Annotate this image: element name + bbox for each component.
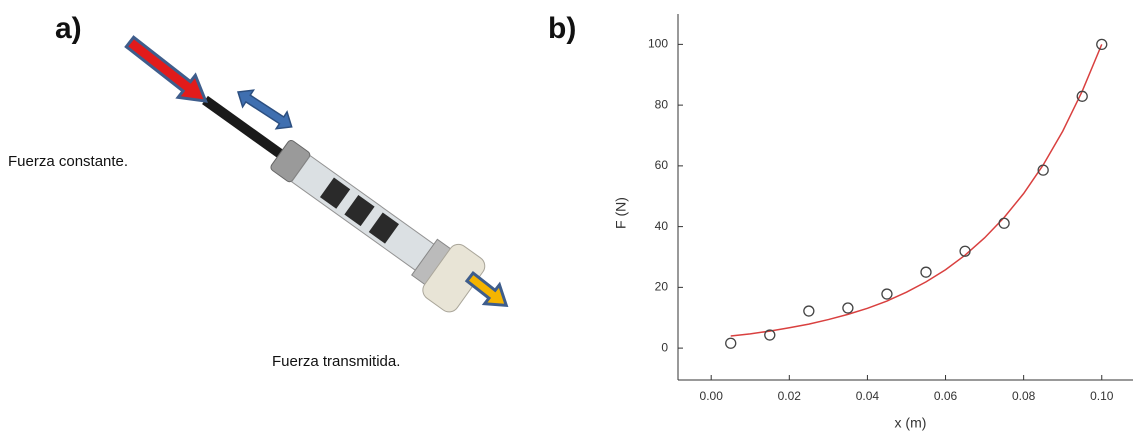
- data-point: [842, 302, 854, 314]
- rod: [202, 95, 290, 163]
- x-tick-label: 0.04: [856, 389, 880, 403]
- plot: 0 20 40 60 80 100 0.00 0.02 0.04 0.06 0.08 0.10 x (m…: [613, 14, 1133, 431]
- annotation: Fuerza transmitida.: [272, 353, 400, 370]
- x-tick-label: 0.00: [700, 389, 724, 403]
- cap: [422, 243, 486, 313]
- fit-line: [730, 44, 1103, 337]
- transmitted-arrow: [464, 270, 509, 307]
- y-tick-label: 60: [655, 158, 669, 172]
- syringe: [202, 95, 486, 313]
- data-point: [959, 245, 971, 257]
- x-tick-label: 0.08: [1012, 389, 1036, 403]
- data-point: [1037, 164, 1049, 176]
- y-tick-label: 0: [661, 340, 668, 354]
- y-tick-label: 40: [655, 219, 669, 233]
- force-arrow: [124, 35, 208, 103]
- x-tick-label: 0.06: [934, 389, 958, 403]
- x-tick-label: 0.02: [778, 389, 802, 403]
- y-axis-title: F (N): [613, 197, 629, 229]
- panel-label: a): [55, 12, 82, 45]
- data-point: [920, 266, 932, 278]
- motion-arrow: [237, 89, 293, 130]
- x-tick-label: 0.10: [1090, 389, 1114, 403]
- data-point: [881, 288, 893, 300]
- y-tick-label: 100: [648, 37, 668, 51]
- barrel: [290, 154, 446, 279]
- data-point: [803, 305, 815, 317]
- data-point: [725, 337, 737, 349]
- y-tick-label: 20: [655, 280, 669, 294]
- data-point: [764, 329, 776, 341]
- annotation: Fuerza constante.: [8, 153, 128, 170]
- x-axis-title: x (m): [895, 415, 927, 431]
- y-tick-label: 80: [655, 97, 669, 111]
- panel-label: b): [548, 12, 576, 45]
- data-point: [1076, 90, 1088, 102]
- data-point: [998, 217, 1010, 229]
- weight: [368, 212, 399, 244]
- weight: [344, 195, 375, 227]
- data-point: [1096, 38, 1108, 51]
- weight: [319, 177, 351, 209]
